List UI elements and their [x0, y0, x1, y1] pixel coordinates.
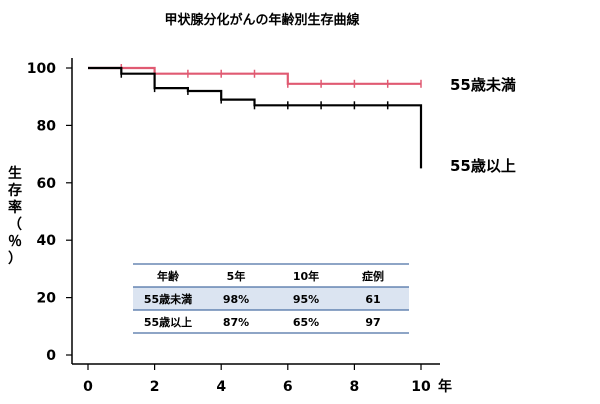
x-unit-label: 年: [438, 378, 452, 395]
x-tick-label: 8: [350, 379, 360, 395]
table-cell: 61: [365, 293, 380, 306]
x-tick-label: 10: [411, 379, 431, 395]
y-tick-label: 40: [37, 233, 57, 249]
y-tick-label: 20: [37, 291, 57, 307]
chart-title: 甲状腺分化がんの年齢別生存曲線: [164, 12, 360, 28]
y-axis-label: 生存率（％）: [8, 165, 22, 267]
x-tick-label: 4: [216, 379, 226, 395]
table-cell: 55歳以上: [144, 315, 192, 329]
table-header-cell: 5年: [227, 269, 246, 283]
series-layer: 55歳未満 55歳以上: [88, 64, 516, 175]
x-tick-label: 0: [83, 379, 93, 395]
y-label-char: （: [8, 217, 22, 233]
y-label-char: 存: [8, 182, 22, 199]
table-header-cell: 年齢: [157, 269, 180, 283]
y-label-char: 生: [8, 165, 22, 182]
x-tick-label: 2: [150, 379, 160, 395]
y-label-char: ％: [8, 234, 22, 250]
series-label: 55歳未満: [450, 76, 516, 94]
series-0: 55歳未満: [88, 64, 516, 94]
table-cell: 95%: [293, 293, 319, 306]
table-header-cell: 10年: [293, 269, 319, 283]
table-highlight-row: [133, 287, 409, 310]
y-tick-label: 60: [37, 176, 57, 192]
table-cell: 98%: [223, 293, 249, 306]
series-label: 55歳以上: [450, 157, 516, 175]
x-tick-label: 6: [283, 379, 293, 395]
y-label-char: 率: [8, 199, 22, 216]
y-tick-label: 0: [46, 348, 56, 364]
table-header-cell: 症例: [362, 269, 384, 283]
table-cell: 55歳未満: [144, 292, 192, 306]
series-1: 55歳以上: [88, 66, 516, 175]
summary-table: 年齢 5年 10年 症例 55歳未満 98% 95% 61 55歳以上 87% 65% 97: [133, 263, 409, 334]
table-cell: 97: [365, 316, 380, 329]
y-tick-label: 80: [37, 118, 57, 134]
y-label-char: ）: [8, 251, 22, 267]
table-cell: 87%: [223, 316, 249, 329]
y-tick-label: 100: [27, 61, 56, 77]
table-cell: 65%: [293, 316, 319, 329]
